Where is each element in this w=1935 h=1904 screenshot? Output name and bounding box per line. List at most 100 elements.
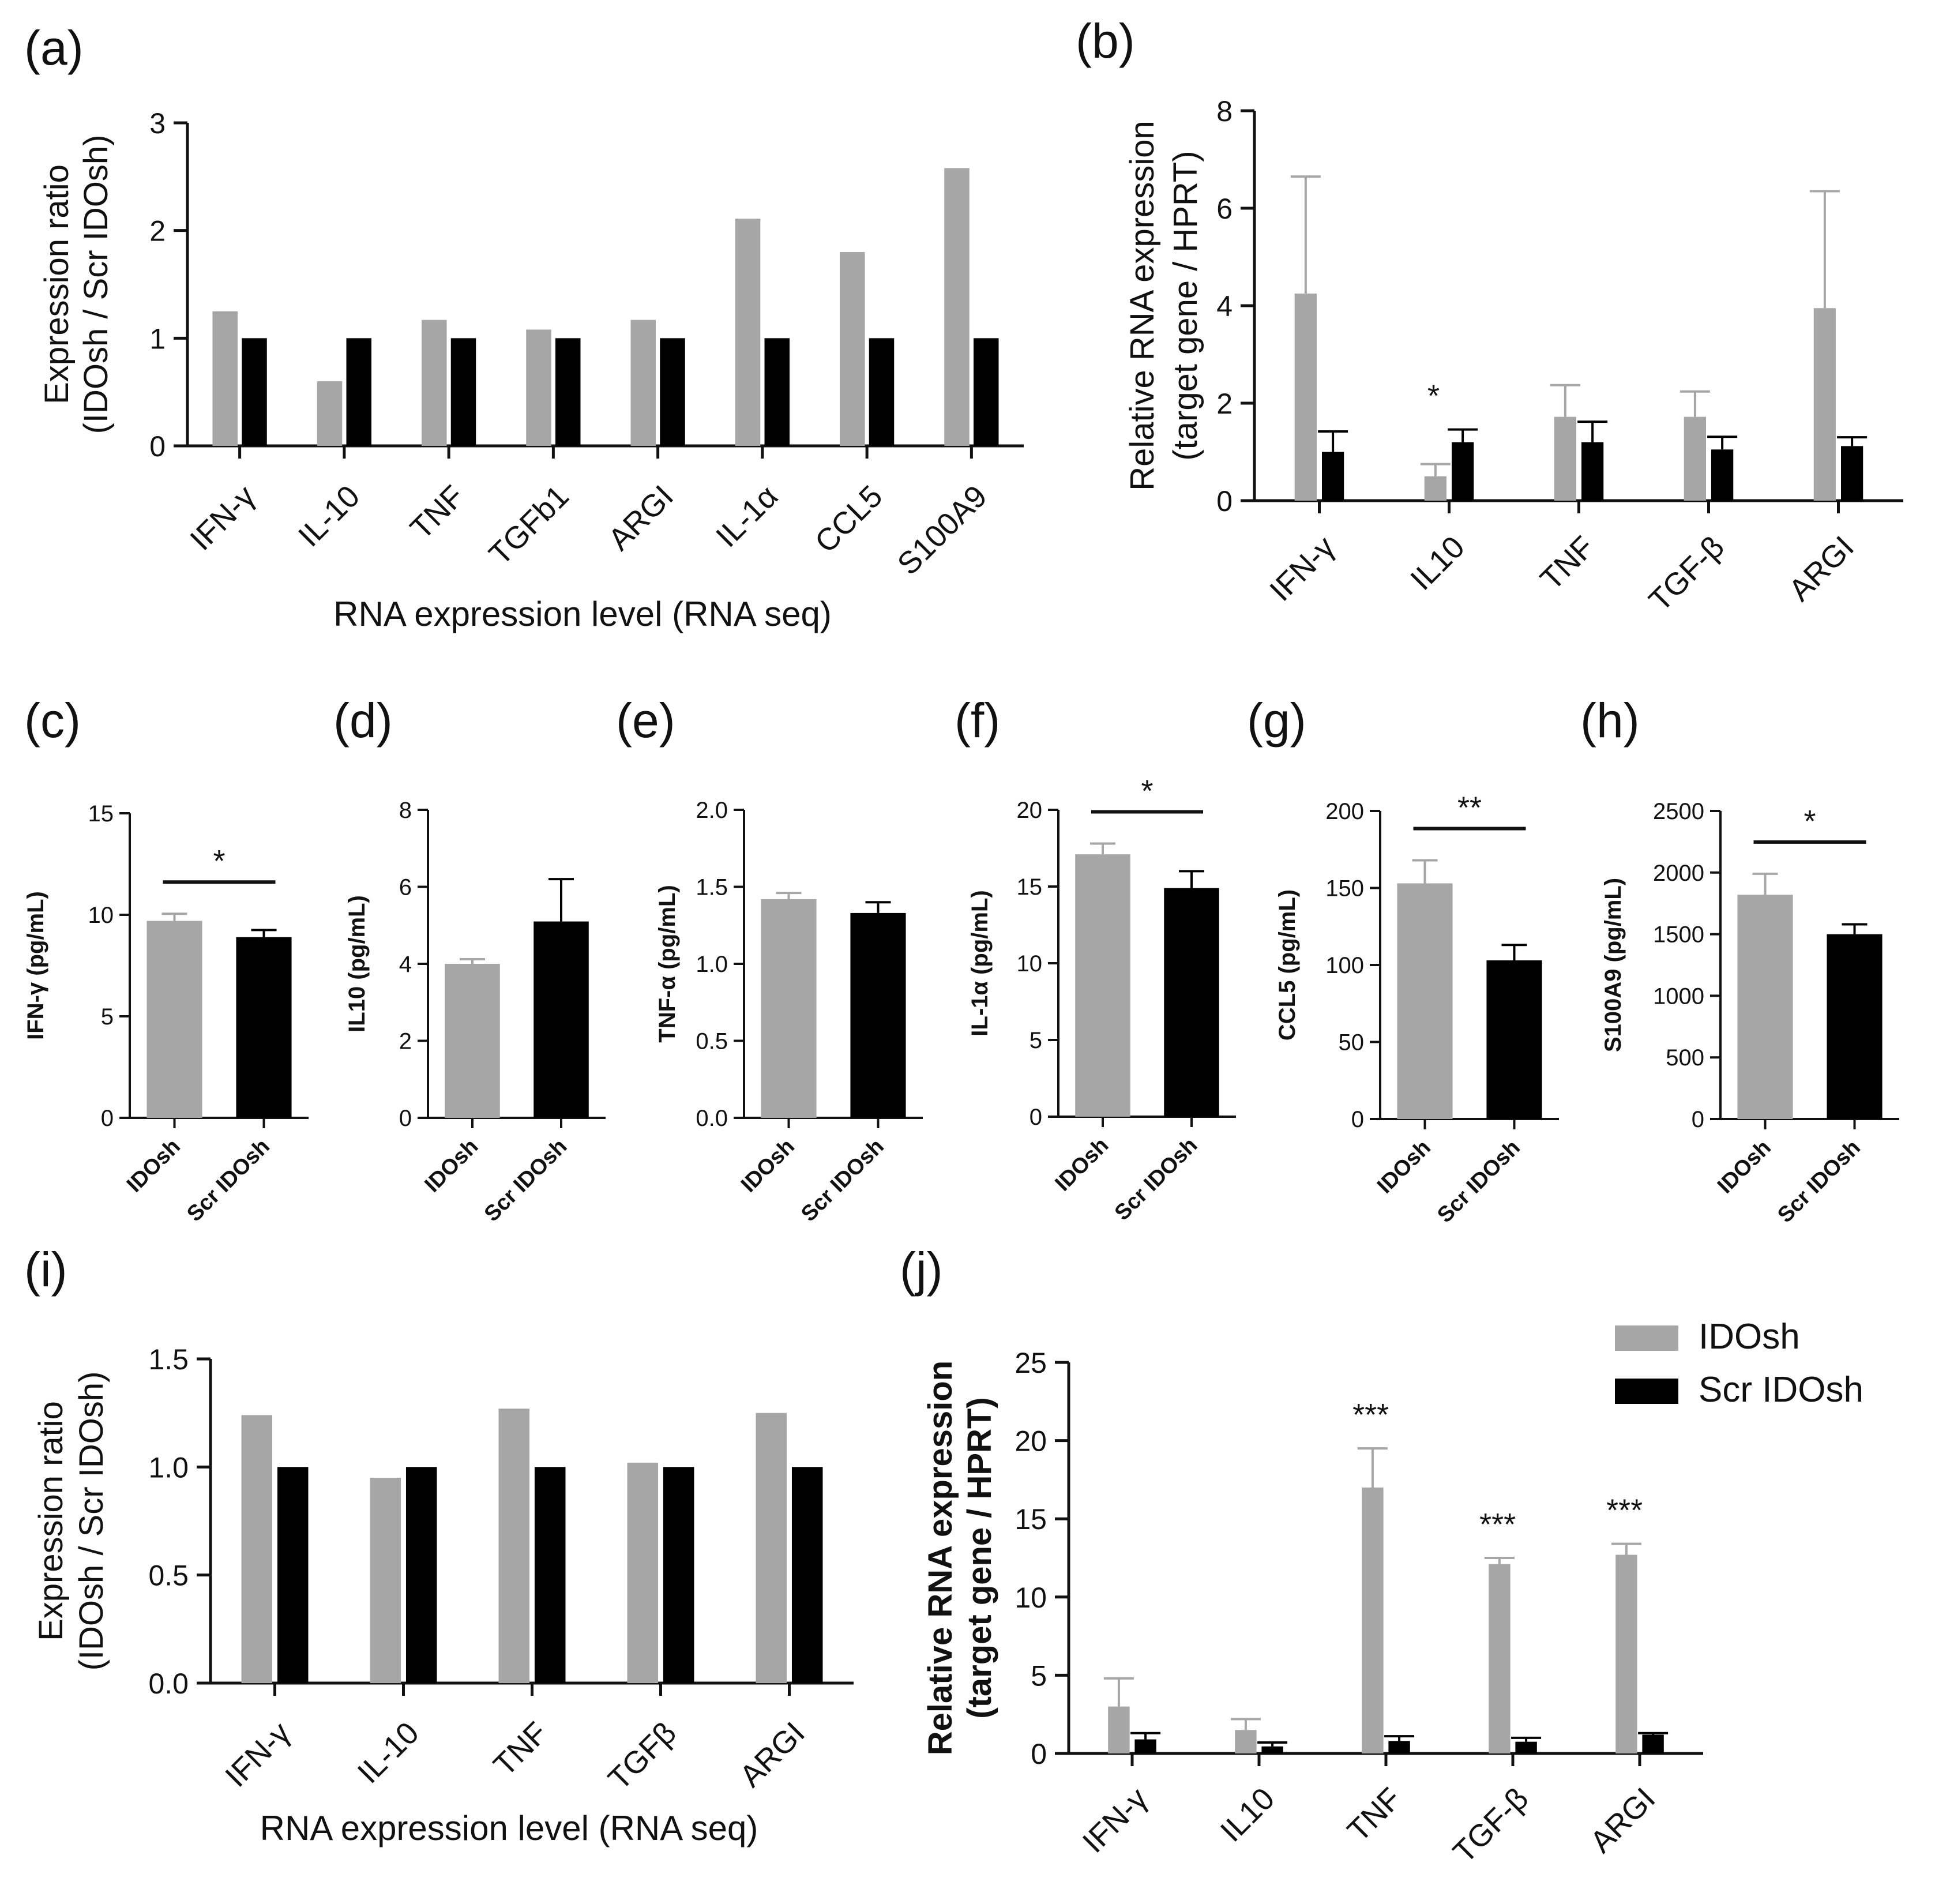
bar-scr-idosh — [405, 1467, 437, 1683]
significance-star: ** — [1457, 790, 1482, 825]
legend: IDOsh Scr IDOsh — [1615, 1317, 1863, 1410]
y-tick-label: 20 — [1017, 798, 1043, 823]
y-tick-label: 1000 — [1653, 983, 1704, 1009]
x-category-label: IFN-γ — [1263, 529, 1342, 608]
bar-scr-idosh — [1515, 1741, 1537, 1753]
x-category-label: TNF — [1341, 1781, 1408, 1849]
x-category-label: TGF-β — [1446, 1781, 1535, 1869]
x-category-label: IL-1α — [709, 479, 784, 554]
y-tick-label: 6 — [399, 875, 412, 900]
x-category-label: Scr IDOsh — [1110, 1133, 1203, 1226]
bar-idosh — [1235, 1730, 1257, 1753]
panel-label: (e) — [616, 693, 675, 748]
y-tick-label: 0 — [399, 1106, 412, 1131]
bar-idosh — [146, 921, 202, 1118]
bar-scr-idosh — [974, 338, 999, 446]
y-axis-label: Relative RNA expression — [1124, 121, 1161, 491]
bar-scr-idosh — [764, 338, 790, 446]
panel-label: (a) — [24, 21, 84, 75]
x-category-label: IDOsh — [122, 1135, 185, 1197]
bar-idosh — [1424, 476, 1446, 501]
x-category-label: IL10 — [1404, 529, 1471, 597]
bar-idosh — [1813, 308, 1836, 501]
y-tick-label: 10 — [1015, 1582, 1047, 1614]
bar-scr-idosh — [850, 912, 906, 1118]
x-category-label: ARGI — [733, 1715, 811, 1794]
bar-scr-idosh — [236, 937, 292, 1118]
bar-scr-idosh — [1322, 452, 1344, 501]
y-axis-label: IL-1α (pg/mL) — [967, 890, 993, 1036]
legend-label: Scr IDOsh — [1699, 1370, 1863, 1410]
bar-scr-idosh — [1827, 934, 1883, 1119]
bar-idosh — [627, 1462, 659, 1683]
bar-idosh — [735, 219, 761, 446]
y-axis-label: S100A9 (pg/mL) — [1600, 878, 1626, 1052]
y-tick-label: 1500 — [1653, 922, 1704, 948]
bar-idosh — [526, 329, 551, 446]
x-category-label: TNF — [404, 479, 471, 546]
bar-scr-idosh — [346, 338, 371, 446]
y-tick-label: 1 — [149, 322, 166, 355]
bar-idosh — [756, 1413, 787, 1683]
x-category-label: S100A9 — [891, 479, 994, 581]
bar-scr-idosh — [1581, 442, 1604, 501]
bar-idosh — [212, 311, 238, 446]
y-tick-label: 15 — [1015, 1503, 1047, 1535]
x-category-label: ARGI — [1584, 1781, 1662, 1860]
legend-swatch — [1615, 1325, 1678, 1351]
legend-swatch — [1615, 1379, 1678, 1404]
y-tick-label: 2.0 — [696, 798, 728, 823]
panel-label: (c) — [24, 693, 81, 748]
y-axis-label: CCL5 (pg/mL) — [1275, 889, 1300, 1041]
y-tick-label: 8 — [399, 798, 412, 823]
panel-label: (j) — [900, 1242, 943, 1297]
x-category-label: TNF — [1534, 529, 1601, 597]
y-tick-label: 150 — [1325, 876, 1364, 902]
y-tick-label: 2500 — [1653, 799, 1704, 824]
panel-label: (d) — [333, 693, 393, 748]
bar-scr-idosh — [869, 338, 895, 446]
y-axis-label: IL10 (pg/mL) — [344, 895, 370, 1032]
y-tick-label: 4 — [399, 952, 412, 977]
x-category-label: IFN-γ — [219, 1715, 297, 1794]
significance-star: * — [213, 844, 225, 878]
x-category-label: TNF — [487, 1715, 554, 1783]
y-axis-label: Expression ratio — [32, 1401, 70, 1641]
y-tick-label: 200 — [1325, 799, 1364, 824]
bar-idosh — [1684, 416, 1706, 501]
bar-idosh — [1615, 1554, 1637, 1753]
panel-label: (g) — [1247, 693, 1306, 748]
bar-scr-idosh — [1134, 1739, 1156, 1753]
y-tick-label: 0 — [1216, 485, 1233, 517]
y-tick-label: 0 — [101, 1106, 114, 1131]
y-tick-label: 0 — [1351, 1107, 1364, 1132]
y-tick-label: 0.0 — [696, 1106, 728, 1131]
x-category-label: Scr IDOsh — [480, 1135, 572, 1227]
bar-idosh — [1075, 854, 1130, 1117]
chart-panel-i: (i) 0.0 0.5 1.0 1.5 IFN-γ IL-10 TNF TGFβ ARGI Expr… — [24, 1242, 854, 1847]
y-tick-label: 0 — [1692, 1107, 1704, 1132]
x-category-label: IFN-γ — [1076, 1781, 1155, 1860]
x-category-label: IDOsh — [1713, 1136, 1776, 1199]
significance-star: * — [1141, 774, 1153, 809]
y-tick-label: 5 — [101, 1004, 114, 1030]
x-category-label: CCL5 — [809, 479, 889, 559]
x-category-label: IL-10 — [292, 479, 366, 553]
y-tick-label: 4 — [1216, 290, 1233, 322]
bar-scr-idosh — [450, 338, 476, 446]
y-tick-label: 0 — [149, 430, 166, 463]
x-category-label: ARGI — [1782, 529, 1861, 608]
bar-idosh — [1108, 1706, 1130, 1753]
x-category-label: IFN-γ — [183, 479, 262, 557]
y-tick-label: 2 — [1216, 388, 1233, 420]
panel-label: (i) — [24, 1242, 67, 1297]
x-category-label: IDOsh — [1373, 1136, 1436, 1199]
bar-scr-idosh — [1261, 1746, 1283, 1753]
y-axis-label: (IDOsh / Scr IDOsh) — [73, 1372, 110, 1671]
y-tick-label: 0.5 — [148, 1560, 189, 1592]
significance-star: *** — [1352, 1398, 1389, 1432]
bar-scr-idosh — [660, 338, 685, 446]
